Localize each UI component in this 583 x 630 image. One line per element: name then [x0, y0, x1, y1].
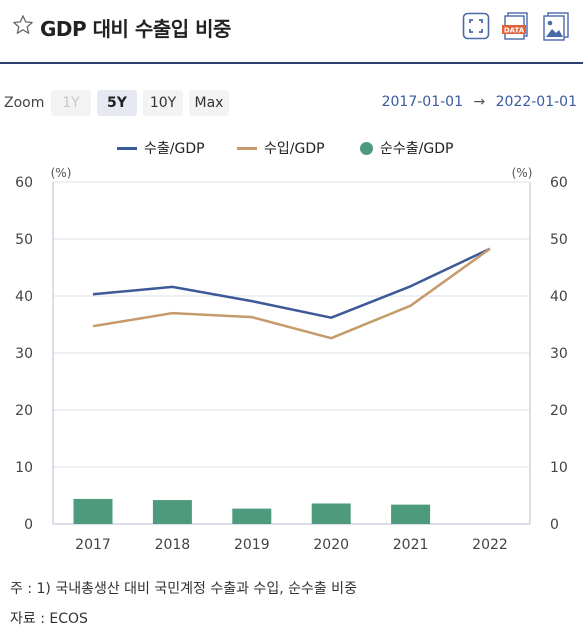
legend-export-label: 수출/GDP: [144, 141, 205, 157]
footnote: 주 : 1) 국내총생산 대비 국민계정 수출과 수입, 순수출 비중: [10, 581, 357, 597]
x-tick-label: 2020: [313, 537, 349, 553]
y-tick-label-right: 20: [550, 403, 568, 419]
y-tick-label-left: 30: [15, 346, 33, 362]
legend-item-net[interactable]: 순수출/GDP: [360, 138, 453, 158]
bar-net-export: [232, 508, 272, 524]
chart-legend: 수출/GDP 수입/GDP 순수출/GDP: [0, 138, 583, 162]
y-tick-label-right: 50: [550, 232, 568, 248]
zoom-10y-button[interactable]: 10Y: [143, 90, 183, 116]
bar-net-export: [73, 498, 113, 524]
x-tick-label: 2022: [472, 537, 508, 553]
bar-net-export: [311, 503, 351, 524]
legend-net-swatch: [360, 141, 373, 155]
x-tick-label: 2021: [393, 537, 429, 553]
date-range[interactable]: 2017-01-01 → 2022-01-01: [382, 94, 577, 110]
svg-text:DATA: DATA: [504, 27, 525, 35]
series-line-export: [92, 247, 491, 319]
x-tick-label: 2018: [155, 537, 191, 553]
zoom-5y-button[interactable]: 5Y: [97, 90, 137, 116]
zoom-label: Zoom: [4, 95, 45, 111]
y-unit-right: (%): [512, 166, 533, 180]
zoom-max-button[interactable]: Max: [189, 90, 229, 116]
legend-item-import[interactable]: 수입/GDP: [237, 138, 325, 158]
bar-net-export: [391, 504, 431, 524]
bar-net-export: [152, 500, 192, 524]
y-tick-label-left: 40: [15, 289, 33, 305]
page-title: GDP 대비 수출입 비중: [40, 17, 231, 41]
fullscreen-icon[interactable]: [461, 11, 491, 41]
y-tick-label-left: 50: [15, 232, 33, 248]
y-tick-label-left: 60: [15, 175, 33, 191]
series-line-import: [92, 247, 491, 340]
y-unit-left: (%): [51, 166, 72, 180]
data-download-icon[interactable]: DATA: [501, 11, 531, 41]
y-tick-label-left: 0: [24, 517, 33, 533]
legend-net-label: 순수출/GDP: [380, 141, 454, 157]
image-download-icon[interactable]: [541, 11, 571, 41]
date-start[interactable]: 2017-01-01: [381, 94, 463, 110]
source-note: 자료 : ECOS: [10, 611, 88, 627]
x-tick-label: 2019: [234, 537, 270, 553]
y-tick-label-right: 0: [550, 517, 559, 533]
y-tick-label-left: 20: [15, 403, 33, 419]
zoom-controls: Zoom 1Y 5Y 10Y Max 2017-01-01 → 2022-01-…: [0, 88, 583, 118]
legend-import-swatch: [237, 146, 257, 150]
legend-item-export[interactable]: 수출/GDP: [117, 138, 205, 158]
chart-header: GDP 대비 수출입 비중 DATA: [0, 0, 583, 62]
y-tick-label-left: 10: [15, 460, 33, 476]
y-tick-label-right: 30: [550, 346, 568, 362]
y-tick-label-right: 10: [550, 460, 568, 476]
date-end[interactable]: 2022-01-01: [495, 94, 577, 110]
header-divider: [0, 62, 583, 64]
x-tick-label: 2017: [75, 537, 111, 553]
y-tick-label-right: 40: [550, 289, 568, 305]
date-arrow: →: [473, 94, 486, 110]
y-tick-label-right: 60: [550, 175, 568, 191]
legend-export-swatch: [117, 146, 137, 150]
zoom-1y-button[interactable]: 1Y: [51, 90, 91, 116]
star-icon[interactable]: [12, 14, 34, 36]
legend-import-label: 수입/GDP: [264, 141, 325, 157]
